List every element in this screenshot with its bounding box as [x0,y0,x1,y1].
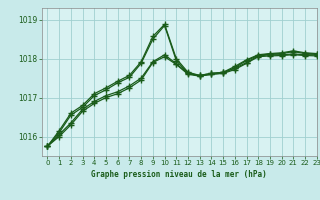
X-axis label: Graphe pression niveau de la mer (hPa): Graphe pression niveau de la mer (hPa) [91,170,267,179]
